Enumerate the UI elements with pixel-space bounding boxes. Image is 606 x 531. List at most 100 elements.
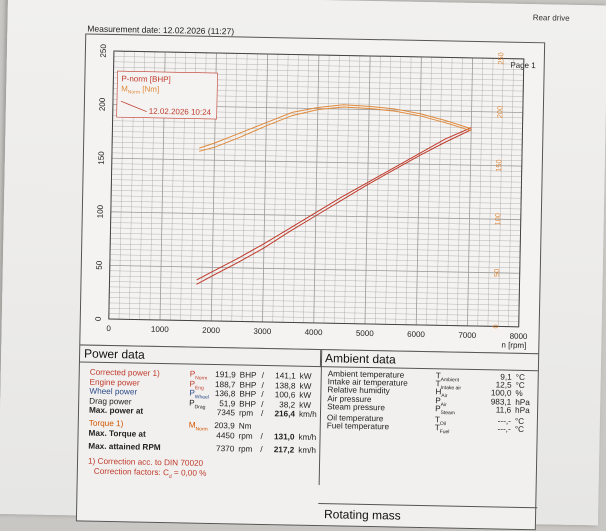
x-tick-label: 4000 [305,328,324,337]
series-line-0 [196,127,472,281]
torque-unit: Nm [238,421,252,431]
grid-line-horizontal [113,66,524,76]
chart-panel: Page 1 0 1000 2000 3000 4000 5000 6000 7000 8000… [79,33,546,355]
power-row-unit-kw: kW [299,400,312,410]
power-row-label: Wheel power [89,386,138,397]
grid-line-horizontal [110,254,520,263]
power-row-value-bhp: 191,9 [215,370,236,380]
max-power-speed-unit: km/h [298,409,317,420]
legend-box [116,70,218,120]
grid-line-horizontal [112,125,523,135]
max-rpm-value: 7370 [216,443,235,453]
column-divider [318,350,323,486]
power-row-unit-bhp: BHP [239,399,257,409]
power-row-value-bhp: 188,7 [214,379,236,389]
rotating-mass-header: Rotating mass [317,503,538,529]
drive-label: Rear drive [532,13,570,23]
power-row-value-kw: 100,6 [274,390,296,400]
y-right-tick-label: 100 [493,213,502,226]
power-row-label: Drag power [89,396,132,406]
power-row-value-kw: 38,2 [279,399,296,410]
grid-line-horizontal [111,184,522,194]
max-rpm-separator: / [260,444,263,454]
max-torque-speed-unit: km/h [298,432,317,442]
grid-line-horizontal [111,200,521,210]
power-row-unit-bhp: BHP [239,370,257,380]
grid-line-horizontal [111,190,522,199]
power-row-unit-bhp: BHP [239,380,257,390]
grid-line-horizontal [109,270,520,279]
y-left-tick-label: 200 [98,97,107,111]
series-line-2 [199,104,472,149]
grid-line-horizontal [112,120,523,129]
torque-label: Torque 1) [88,418,124,429]
grid-line-horizontal [110,216,521,226]
max-power-rpm-unit: rpm [238,408,254,418]
x-tick-label: 8000 [510,332,529,341]
max-rpm-speed: 217,2 [273,444,295,455]
series-line-3 [198,106,472,152]
ambient-row-label: Steam pressure [327,402,386,413]
y-left-tick-label: 100 [96,204,105,218]
x-tick-label: 1000 [151,325,170,334]
grid-line-horizontal [113,56,524,65]
grid-line-horizontal [111,174,522,183]
power-row-separator: / [261,380,264,390]
grid-line-horizontal [112,141,523,151]
max-power-rpm: 7345 [216,408,236,418]
max-torque-separator: / [260,431,263,441]
power-row-separator: / [261,370,265,380]
power-row-separator: / [261,389,264,399]
x-tick-label: 6000 [407,330,426,339]
grid-line-horizontal [109,286,520,295]
grid-line-horizontal [110,238,521,247]
max-power-speed: 216,4 [274,409,296,419]
power-row-label: Engine power [89,377,140,388]
grid-line-horizontal [110,243,521,253]
data-panel: Power data Ambient data Corrected power … [75,344,540,531]
max-power-separator: / [260,408,264,418]
max-torque-rpm-unit: rpm [238,431,253,441]
grid-line-horizontal [109,292,520,301]
x-tick-label: 7000 [458,331,477,340]
grid-line-horizontal [109,275,520,285]
x-axis-label: n [rpm] [501,341,526,350]
grid-line-horizontal [109,265,520,274]
ambient-row-unit: °C [514,424,525,435]
grid-line-horizontal [111,195,522,204]
max-rpm-unit: rpm [238,444,253,454]
power-row-symbol: PDrag [189,398,206,411]
y-right-tick-label: 150 [494,159,503,172]
power-row-unit-bhp: BHP [239,389,257,399]
grid-line-horizontal [113,61,524,70]
grid-line-horizontal [110,222,521,231]
max-power-label: Max. power at [88,405,144,416]
power-row-value-kw: 141,1 [275,371,296,381]
y-right-tick-label: 50 [492,269,501,278]
ambient-row-symbol: PSteam [435,404,456,417]
x-tick-label: 2000 [202,326,221,335]
y-right-tick-label: 200 [495,106,504,119]
grid-line-horizontal [109,281,520,290]
grid-line-horizontal [109,259,520,269]
ambient-row-symbol: TFuel [434,423,450,436]
legend-torque: MNorm [Nm] [121,84,159,96]
ambient-row-value: 11,6 [495,405,512,415]
grid-line-horizontal [112,147,523,156]
max-rpm-label: Max. attained RPM [88,441,161,452]
grid-line-horizontal [111,168,522,177]
grid-line-horizontal [111,163,522,172]
grid-line-horizontal [109,302,520,311]
power-row-unit-kw: kW [299,371,312,381]
power-data-header: Power data [79,345,322,368]
power-row-value-bhp: 136,8 [214,389,236,399]
legend-date: 12.02.2026 10:24 [149,107,212,117]
y-right-tick-label: 250 [496,52,505,65]
grid-line-horizontal [110,227,521,236]
ambient-row-unit: hPa [515,405,530,415]
x-tick-label: 5000 [356,329,375,338]
ambient-row-value: ---,- [497,424,511,434]
y-right-tick-label: 0 [491,324,500,328]
grid-line-horizontal [111,179,522,188]
